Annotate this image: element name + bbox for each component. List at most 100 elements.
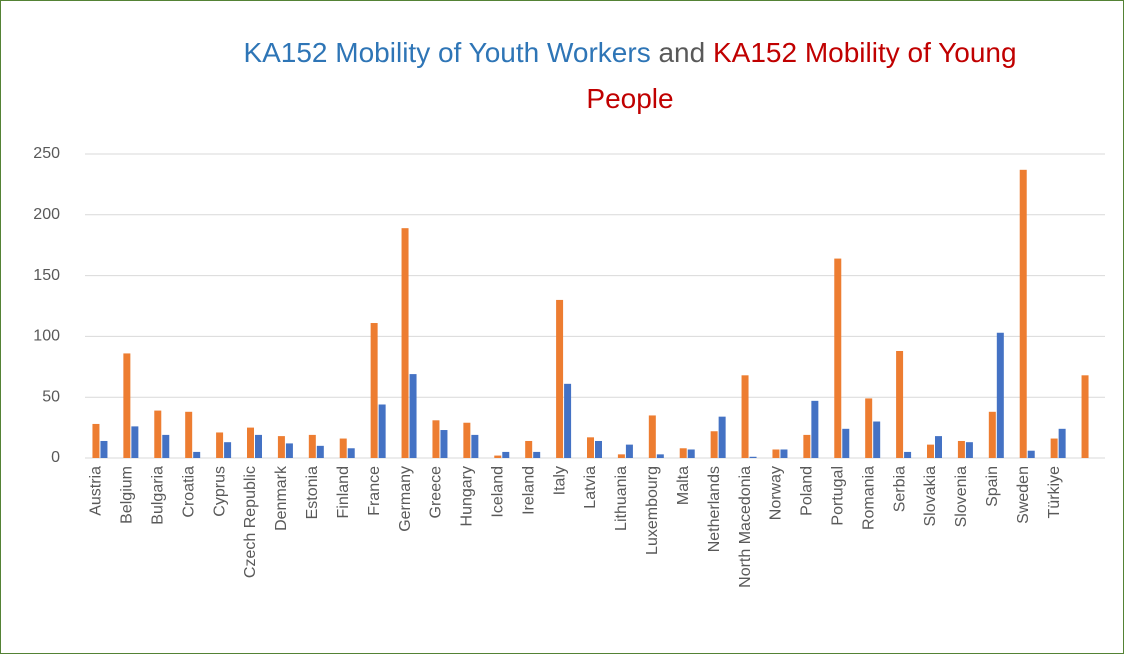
bar <box>193 451 201 458</box>
bar <box>316 445 324 458</box>
x-tick-label: Slovenia <box>953 466 970 527</box>
x-tick-label: Netherlands <box>706 466 723 552</box>
bar <box>1050 438 1058 458</box>
x-tick-label: Romania <box>860 466 877 530</box>
x-tick-label: Estonia <box>304 466 321 519</box>
bar <box>216 432 224 458</box>
x-tick-label: Italy <box>551 466 568 495</box>
bar <box>625 444 633 458</box>
bar <box>556 299 564 458</box>
bar <box>749 456 757 458</box>
bar <box>617 454 625 458</box>
bar <box>595 440 602 458</box>
bar <box>339 438 347 458</box>
bar <box>927 444 934 458</box>
bar <box>656 454 664 458</box>
x-tick-label: Belgium <box>119 466 136 524</box>
x-tick-label: Latvia <box>582 466 599 509</box>
bar <box>873 421 881 458</box>
bar <box>904 451 912 458</box>
bar <box>154 410 162 458</box>
x-tick-label: Ireland <box>520 466 537 515</box>
title-part: KA152 Mobility of Youth Workers <box>243 37 651 68</box>
bar <box>1058 428 1066 458</box>
bar <box>409 374 417 458</box>
x-tick-label: Lithuania <box>613 466 630 531</box>
bar <box>502 451 510 458</box>
bar <box>648 415 656 458</box>
y-tick-label: 100 <box>33 328 60 345</box>
bar <box>378 404 386 458</box>
bar <box>247 427 254 458</box>
bar <box>935 436 942 458</box>
bar <box>471 434 479 458</box>
chart-title: KA152 Mobility of Youth Workers and KA15… <box>220 30 1040 122</box>
bar <box>1027 450 1035 458</box>
bar <box>896 350 904 458</box>
bar <box>185 411 193 458</box>
bar <box>100 440 108 458</box>
bar <box>277 436 285 458</box>
title-part: KA152 Mobility of Young People <box>586 37 1017 114</box>
bar <box>687 449 695 458</box>
bar <box>834 258 842 458</box>
bar <box>587 437 594 458</box>
x-tick-label: Norway <box>768 466 785 520</box>
x-tick-label: Greece <box>428 466 445 519</box>
bar <box>811 400 819 458</box>
bar <box>1081 375 1089 458</box>
x-tick-label: Serbia <box>891 466 908 512</box>
x-tick-label: Germany <box>397 466 414 532</box>
bar <box>92 423 100 458</box>
bar <box>780 449 788 458</box>
x-tick-label: Cyprus <box>211 466 228 517</box>
y-tick-label: 0 <box>51 449 60 466</box>
bar <box>710 431 718 458</box>
bar <box>957 440 965 458</box>
x-tick-label: Luxembourg <box>644 466 661 555</box>
bar <box>224 442 232 458</box>
x-tick-label: Portugal <box>829 466 846 526</box>
x-tick-label: Poland <box>799 466 816 516</box>
bar <box>255 434 262 458</box>
bar <box>1019 169 1027 459</box>
bar <box>463 422 471 458</box>
bar <box>347 448 355 458</box>
bar <box>432 420 440 458</box>
bar <box>741 375 749 458</box>
x-tick-label: Finland <box>335 466 352 518</box>
bar <box>803 434 811 458</box>
bar <box>285 443 293 458</box>
x-tick-label: Spain <box>984 466 1001 507</box>
bar <box>440 430 448 458</box>
x-tick-label: Malta <box>675 466 692 505</box>
bar <box>131 426 139 458</box>
bar <box>401 228 409 458</box>
x-tick-label: France <box>366 466 383 516</box>
title-part: and <box>658 37 706 68</box>
x-tick-label: North Macedonia <box>737 466 754 588</box>
x-tick-label: Austria <box>88 466 105 516</box>
x-tick-label: Denmark <box>273 465 290 531</box>
bar <box>988 411 996 458</box>
bar <box>525 440 533 458</box>
bar <box>718 416 726 458</box>
y-tick-label: 200 <box>33 206 60 223</box>
bar <box>494 455 502 458</box>
x-tick-label: Czech Republic <box>242 466 259 578</box>
x-tick-label: Croatia <box>180 466 197 518</box>
x-tick-label: Bulgaria <box>149 466 166 525</box>
x-tick-label: Slovakia <box>922 466 939 527</box>
bar <box>162 434 170 458</box>
bar <box>772 449 780 458</box>
bar <box>564 383 572 458</box>
bar <box>370 323 378 458</box>
bar <box>842 428 850 458</box>
x-tick-label: Hungary <box>459 466 476 526</box>
bar <box>533 451 541 458</box>
y-tick-label: 150 <box>33 267 60 284</box>
y-tick-label: 50 <box>42 388 60 405</box>
x-tick-label: Sweden <box>1015 466 1032 524</box>
bar <box>123 353 131 458</box>
